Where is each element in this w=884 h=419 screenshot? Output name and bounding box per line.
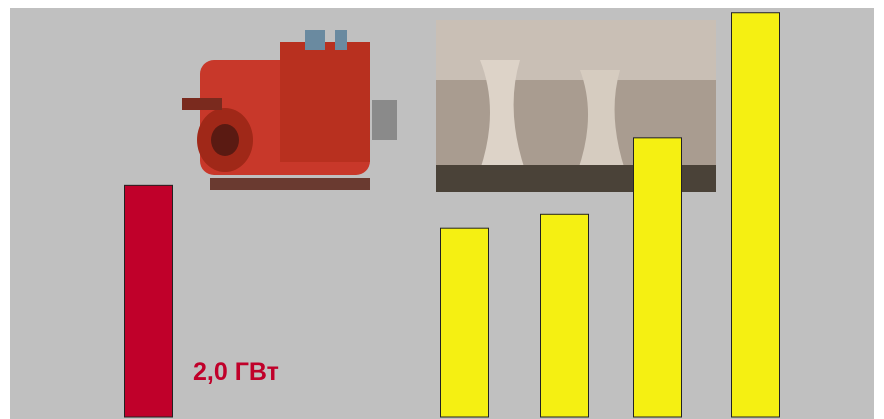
- bar: [125, 185, 173, 417]
- value-label: 2,0 ГВт: [193, 358, 279, 386]
- bar: [732, 13, 780, 417]
- chart: 2,0 ГВт: [0, 0, 884, 419]
- bar: [634, 138, 682, 417]
- bar: [441, 228, 489, 417]
- bar: [541, 214, 589, 417]
